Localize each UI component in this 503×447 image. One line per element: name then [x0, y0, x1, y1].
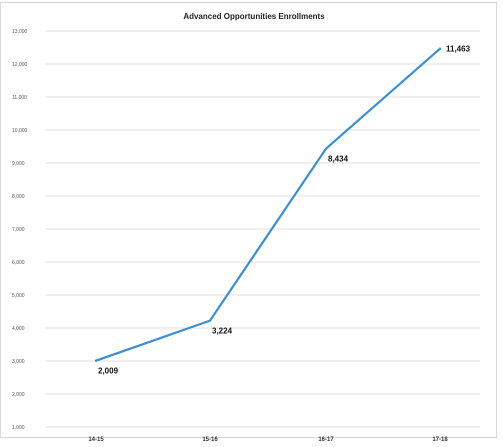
data-point — [94, 359, 98, 362]
x-tick-label: 15-16 — [202, 437, 218, 443]
data-label: 2,009 — [98, 367, 119, 376]
y-tick-label: 3,000 — [12, 359, 25, 365]
series-layer — [94, 47, 442, 362]
y-tick-label: 6,000 — [12, 260, 25, 266]
data-point — [438, 47, 442, 50]
y-tick-label: 10,000 — [12, 128, 28, 134]
y-tick-label: 4,000 — [12, 326, 25, 332]
x-tick-label: 17-18 — [432, 437, 448, 443]
data-label: 11,463 — [446, 45, 471, 54]
y-tick-label: 8,000 — [12, 194, 25, 200]
x-tick-label: 14-15 — [88, 437, 104, 443]
data-point — [208, 319, 212, 322]
data-point — [324, 147, 328, 150]
y-tick-label: 9,000 — [12, 161, 25, 167]
y-tick-label: 12,000 — [12, 62, 28, 68]
y-tick-label: 1,000 — [12, 425, 25, 431]
chart-title: Advanced Opportunities Enrollments — [183, 12, 325, 21]
x-axis-ticks: 14-15 15-16 16-17 17-18 — [88, 437, 448, 443]
y-axis-ticks: 1,000 2,000 3,000 4,000 5,000 6,000 7,000 8,000… — [12, 29, 28, 431]
y-tick-label: 11,000 — [12, 95, 27, 101]
data-labels: 2,009 3,224 8,434 11,463 — [98, 45, 471, 376]
data-label: 3,224 — [212, 327, 233, 336]
y-tick-label: 5,000 — [12, 293, 25, 299]
x-tick-label: 16-17 — [318, 437, 334, 443]
y-tick-label: 2,000 — [12, 392, 25, 398]
data-label: 8,434 — [328, 155, 349, 164]
grid-layer — [45, 30, 480, 428]
y-tick-label: 13,000 — [12, 29, 28, 35]
series-line — [95, 47, 441, 362]
y-tick-label: 7,000 — [12, 227, 25, 233]
chart-border — [0, 2, 497, 438]
